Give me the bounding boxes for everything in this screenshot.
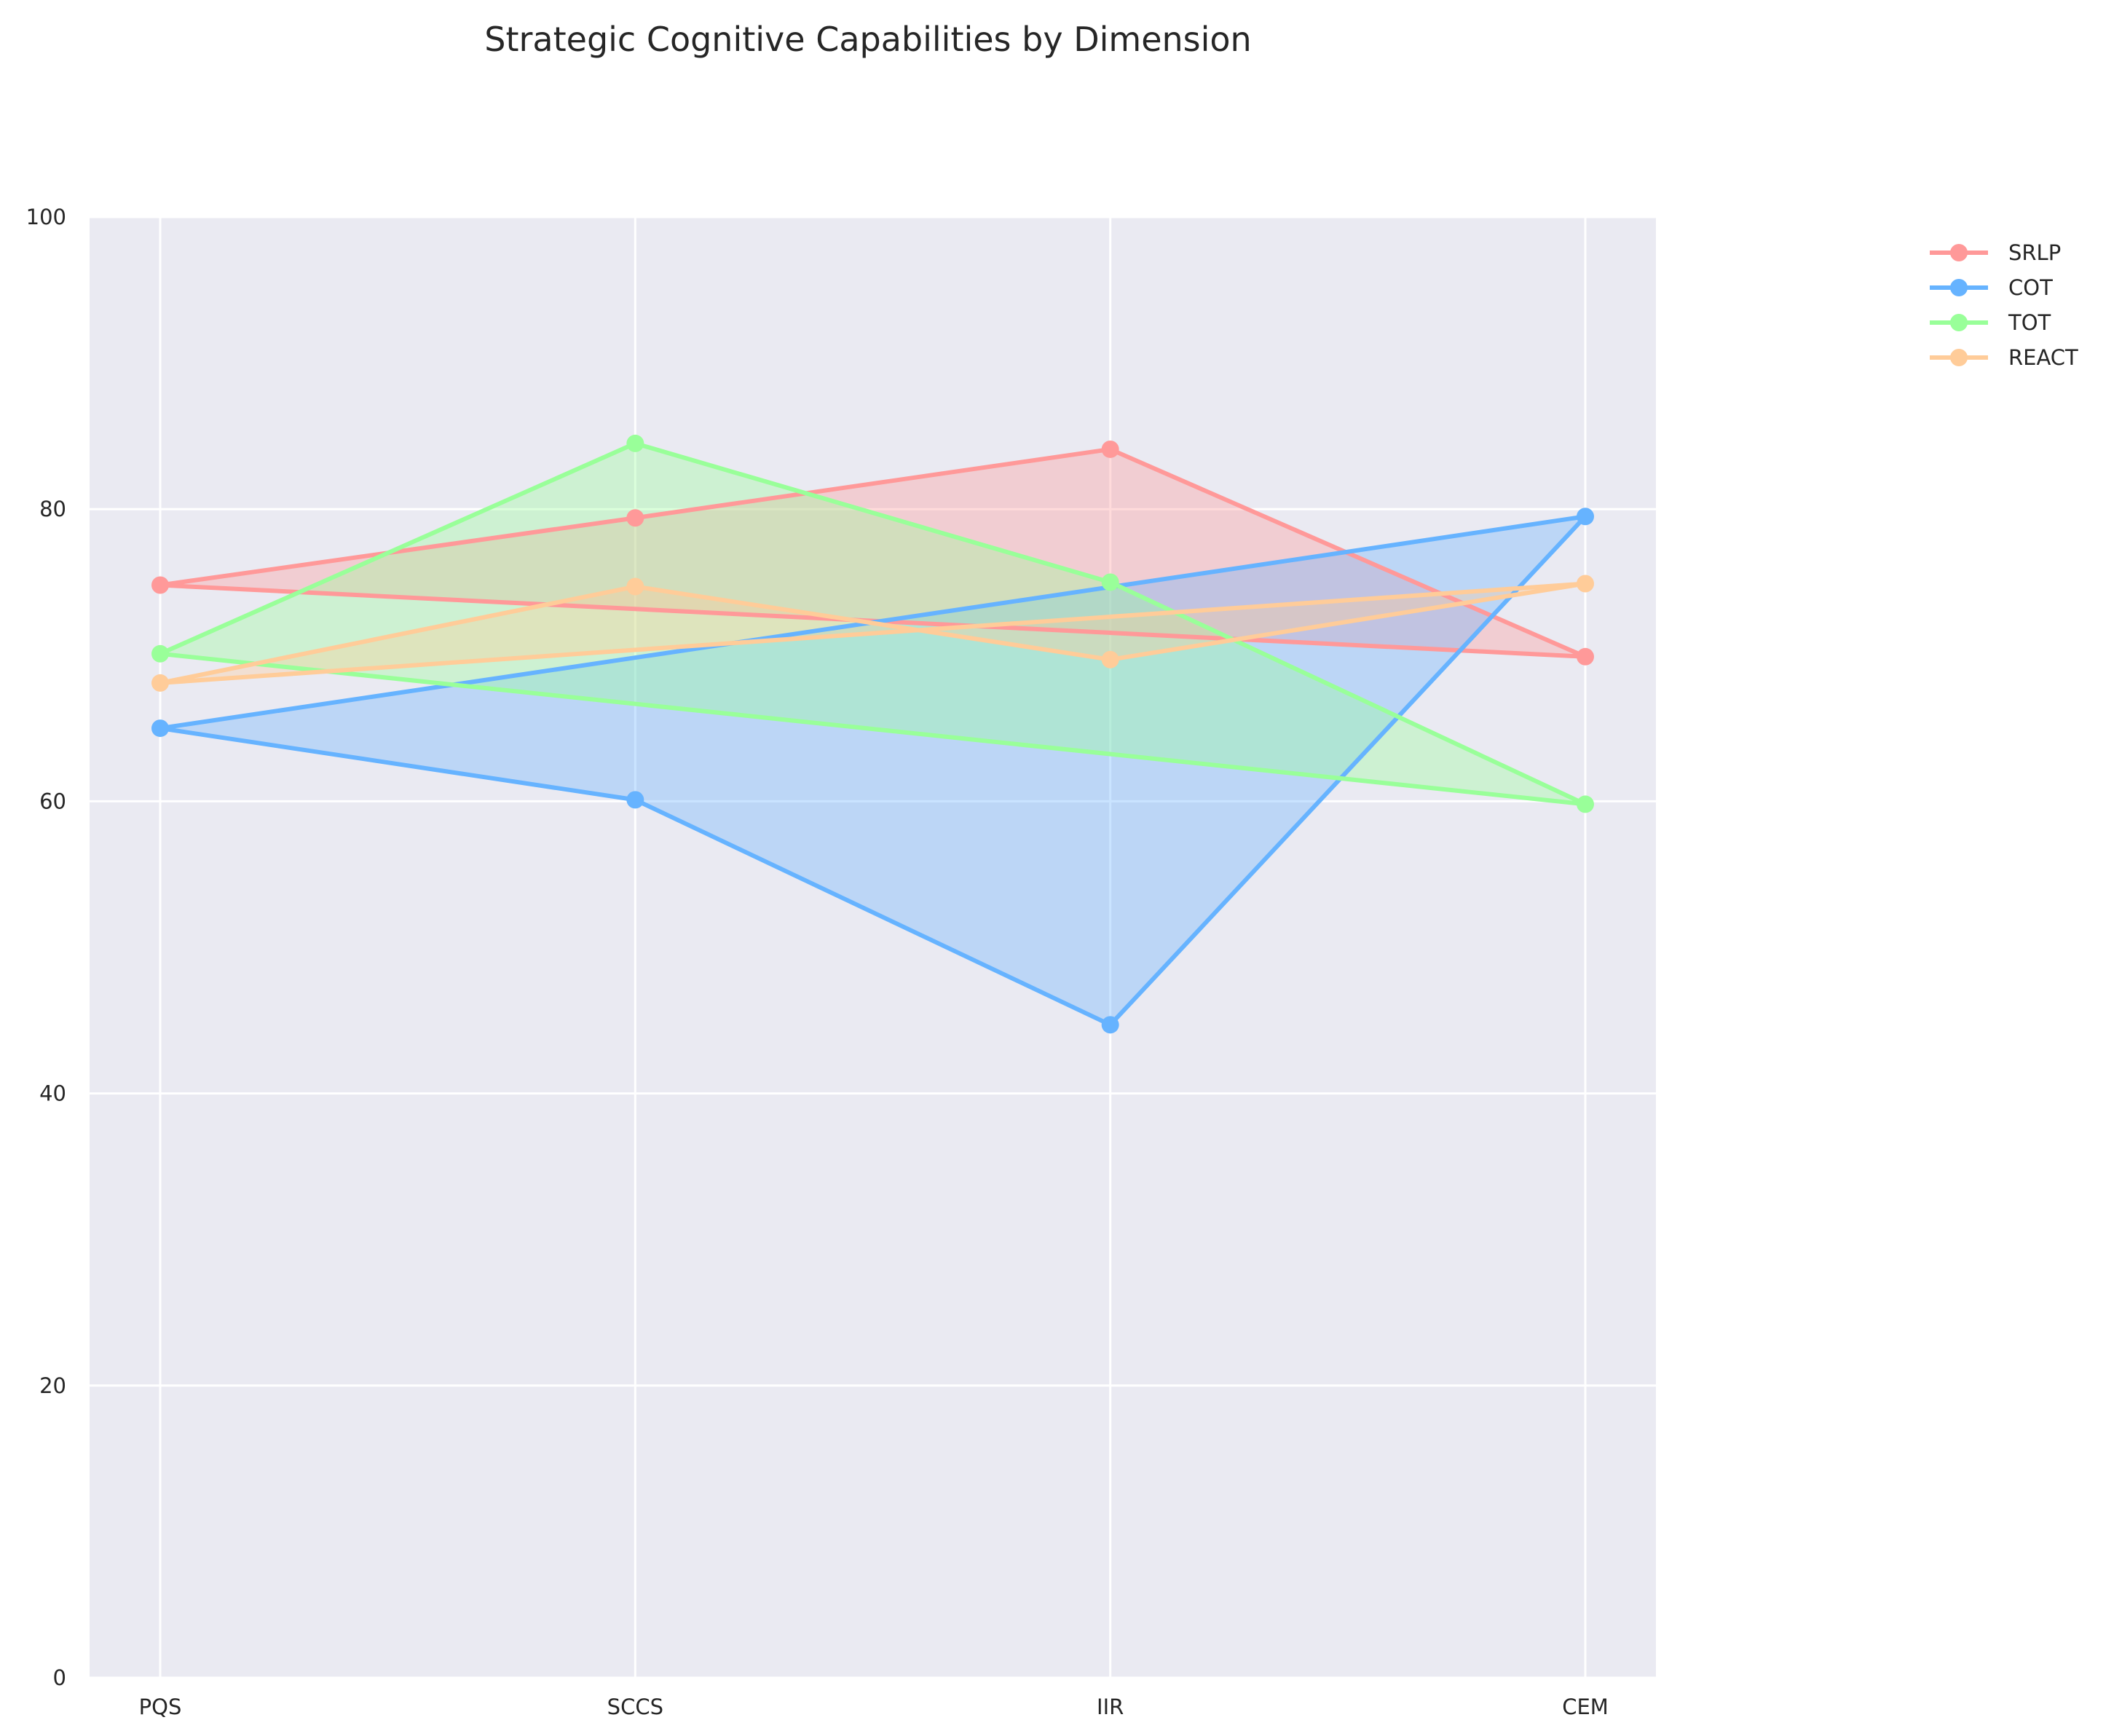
legend-swatch-marker — [1950, 314, 1968, 331]
x-tick-label-cem: CEM — [1562, 1694, 1609, 1719]
data-point-cot — [1577, 508, 1594, 526]
x-tick-label-sccs: SCCS — [607, 1694, 663, 1719]
data-point-react — [151, 674, 169, 692]
plot-background — [90, 217, 1656, 1678]
legend-label: COT — [2008, 275, 2053, 300]
y-tick-label: 60 — [39, 789, 66, 813]
data-point-tot — [1577, 795, 1594, 813]
data-point-tot — [151, 644, 169, 663]
legend-swatch-marker — [1950, 349, 1968, 366]
data-point-react — [626, 577, 644, 596]
data-point-cot — [151, 719, 169, 738]
data-point-srlp — [1101, 440, 1119, 458]
chart-title: Strategic Cognitive Capabilities by Dime… — [484, 20, 1251, 59]
data-point-srlp — [151, 576, 169, 594]
legend-item-srlp: SRLP — [1930, 240, 2061, 265]
data-point-tot — [1101, 573, 1119, 591]
legend-swatch-marker — [1950, 244, 1968, 261]
data-point-srlp — [1577, 647, 1594, 666]
legend-swatch-marker — [1950, 279, 1968, 296]
y-tick-label: 100 — [26, 205, 66, 229]
data-point-tot — [626, 434, 644, 452]
series-fill-srlp — [160, 449, 1585, 657]
data-point-srlp — [626, 509, 644, 527]
legend-label: REACT — [2008, 345, 2078, 370]
legend-label: TOT — [2008, 310, 2051, 335]
legend-item-react: REACT — [1930, 345, 2078, 370]
x-tick-label-pqs: PQS — [139, 1694, 182, 1719]
x-tick-label-iir: IIR — [1097, 1694, 1124, 1719]
data-point-cot — [626, 791, 644, 809]
legend: SRLP COT TOT REACT — [1930, 240, 2078, 370]
data-point-cot — [1101, 1016, 1119, 1034]
plot-area: 0 20 40 60 80 100 PQS SCCS IIR CEM — [26, 205, 1656, 1719]
series-fill-cot — [160, 516, 1585, 1025]
legend-item-tot: TOT — [1930, 310, 2051, 335]
y-tick-label: 80 — [39, 497, 66, 521]
data-point-react — [1577, 575, 1594, 593]
legend-item-cot: COT — [1930, 275, 2053, 300]
y-tick-label: 20 — [39, 1373, 66, 1398]
y-tick-label: 40 — [39, 1081, 66, 1106]
legend-label: SRLP — [2008, 240, 2061, 265]
data-point-react — [1101, 650, 1119, 668]
y-tick-label: 0 — [53, 1665, 66, 1690]
